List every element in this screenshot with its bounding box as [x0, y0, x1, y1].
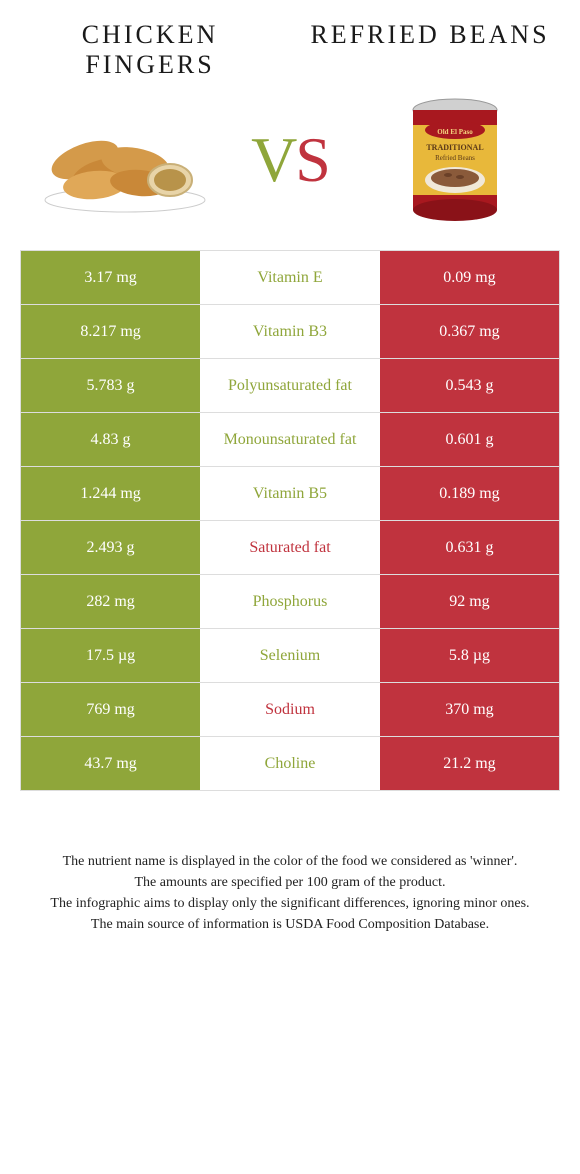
left-value: 4.83 g [21, 413, 201, 467]
table-row: 769 mgSodium370 mg [21, 683, 560, 737]
left-value: 8.217 mg [21, 305, 201, 359]
table-body: 3.17 mgVitamin E0.09 mg8.217 mgVitamin B… [21, 251, 560, 791]
footer-line: The amounts are specified per 100 gram o… [30, 872, 550, 893]
left-food-image [40, 100, 210, 220]
right-value: 92 mg [380, 575, 560, 629]
nutrient-name: Polyunsaturated fat [200, 359, 380, 413]
comparison-table: 3.17 mgVitamin E0.09 mg8.217 mgVitamin B… [20, 250, 560, 791]
vs-s: S [295, 124, 329, 195]
refried-beans-can-icon: Old El Paso TRADITIONAL Refried Beans [400, 95, 510, 225]
nutrient-name: Choline [200, 737, 380, 791]
svg-text:Old El Paso: Old El Paso [437, 128, 473, 136]
right-value: 0.631 g [380, 521, 560, 575]
right-value: 370 mg [380, 683, 560, 737]
right-value: 0.601 g [380, 413, 560, 467]
table-row: 4.83 gMonounsaturated fat0.601 g [21, 413, 560, 467]
svg-text:Refried Beans: Refried Beans [435, 154, 475, 162]
nutrient-name: Selenium [200, 629, 380, 683]
table-row: 43.7 mgCholine21.2 mg [21, 737, 560, 791]
left-value: 2.493 g [21, 521, 201, 575]
right-food-title: REFRIED BEANS [304, 20, 556, 80]
left-value: 769 mg [21, 683, 201, 737]
svg-text:TRADITIONAL: TRADITIONAL [426, 143, 483, 152]
right-value: 21.2 mg [380, 737, 560, 791]
left-value: 5.783 g [21, 359, 201, 413]
left-value: 3.17 mg [21, 251, 201, 305]
nutrient-name: Monounsaturated fat [200, 413, 380, 467]
footer-line: The main source of information is USDA F… [30, 914, 550, 935]
footer-line: The infographic aims to display only the… [30, 893, 550, 914]
nutrient-name: Vitamin B3 [200, 305, 380, 359]
table-row: 282 mgPhosphorus92 mg [21, 575, 560, 629]
table-row: 3.17 mgVitamin E0.09 mg [21, 251, 560, 305]
right-value: 0.09 mg [380, 251, 560, 305]
left-food-title: CHICKEN FINGERS [24, 20, 276, 80]
table-row: 2.493 gSaturated fat0.631 g [21, 521, 560, 575]
table-row: 17.5 µgSelenium5.8 µg [21, 629, 560, 683]
header: CHICKEN FINGERS REFRIED BEANS [0, 0, 580, 90]
table-row: 5.783 gPolyunsaturated fat0.543 g [21, 359, 560, 413]
left-value: 17.5 µg [21, 629, 201, 683]
footer-line: The nutrient name is displayed in the co… [30, 851, 550, 872]
right-value: 0.367 mg [380, 305, 560, 359]
vs-v: V [251, 124, 295, 195]
left-value: 43.7 mg [21, 737, 201, 791]
left-value: 282 mg [21, 575, 201, 629]
right-value: 5.8 µg [380, 629, 560, 683]
nutrient-name: Vitamin B5 [200, 467, 380, 521]
right-food-image: Old El Paso TRADITIONAL Refried Beans [370, 100, 540, 220]
table-row: 1.244 mgVitamin B50.189 mg [21, 467, 560, 521]
right-value: 0.189 mg [380, 467, 560, 521]
left-value: 1.244 mg [21, 467, 201, 521]
nutrient-name: Phosphorus [200, 575, 380, 629]
right-value: 0.543 g [380, 359, 560, 413]
chicken-fingers-icon [40, 105, 210, 215]
images-row: VS Old El Paso TRADITIONAL Refried Beans [0, 90, 580, 250]
nutrient-name: Vitamin E [200, 251, 380, 305]
table-row: 8.217 mgVitamin B30.367 mg [21, 305, 560, 359]
nutrient-name: Sodium [200, 683, 380, 737]
footer-notes: The nutrient name is displayed in the co… [0, 791, 580, 965]
nutrient-name: Saturated fat [200, 521, 380, 575]
vs-label: VS [251, 123, 329, 197]
